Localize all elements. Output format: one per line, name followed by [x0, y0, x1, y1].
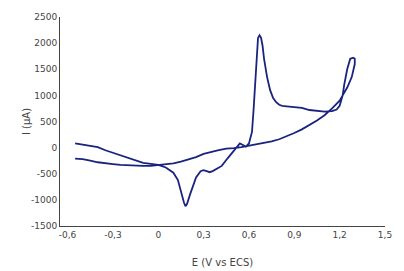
svg-text:I (µA): I (µA): [21, 108, 32, 135]
svg-text:0,6: 0,6: [242, 230, 257, 240]
svg-text:E (V vs ECS): E (V vs ECS): [192, 257, 253, 268]
svg-text:2000: 2000: [34, 38, 57, 48]
svg-text:1000: 1000: [34, 91, 57, 101]
svg-text:-1000: -1000: [31, 195, 57, 205]
svg-text:2500: 2500: [34, 12, 57, 22]
svg-text:0,3: 0,3: [196, 230, 210, 240]
svg-text:-0,6: -0,6: [59, 230, 77, 240]
svg-text:0: 0: [51, 143, 57, 153]
svg-text:-0,3: -0,3: [104, 230, 122, 240]
svg-text:1500: 1500: [34, 64, 57, 74]
svg-text:500: 500: [40, 117, 57, 127]
svg-text:0: 0: [155, 230, 161, 240]
svg-text:-500: -500: [37, 169, 58, 179]
svg-text:-1500: -1500: [31, 221, 57, 231]
svg-text:1,2: 1,2: [332, 230, 346, 240]
svg-text:0,9: 0,9: [287, 230, 302, 240]
svg-text:1,5: 1,5: [378, 230, 392, 240]
